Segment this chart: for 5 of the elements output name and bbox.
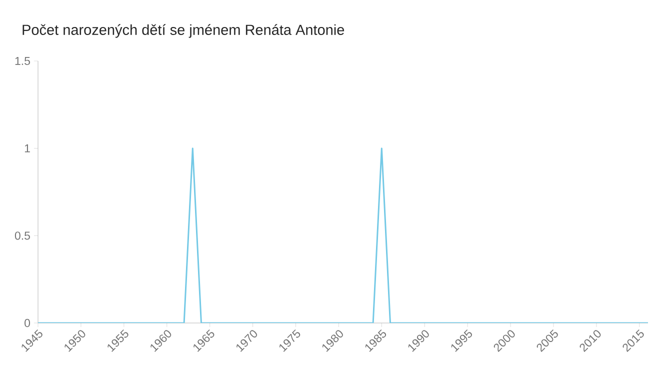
y-tick-label: 1.5 [15,56,30,66]
y-tick-label: 0 [24,318,30,328]
chart-title: Počet narozených dětí se jménem Renáta Antonie [22,24,344,38]
y-tick-label: 0.5 [14,232,30,240]
y-tick-label: 1 [24,144,30,152]
